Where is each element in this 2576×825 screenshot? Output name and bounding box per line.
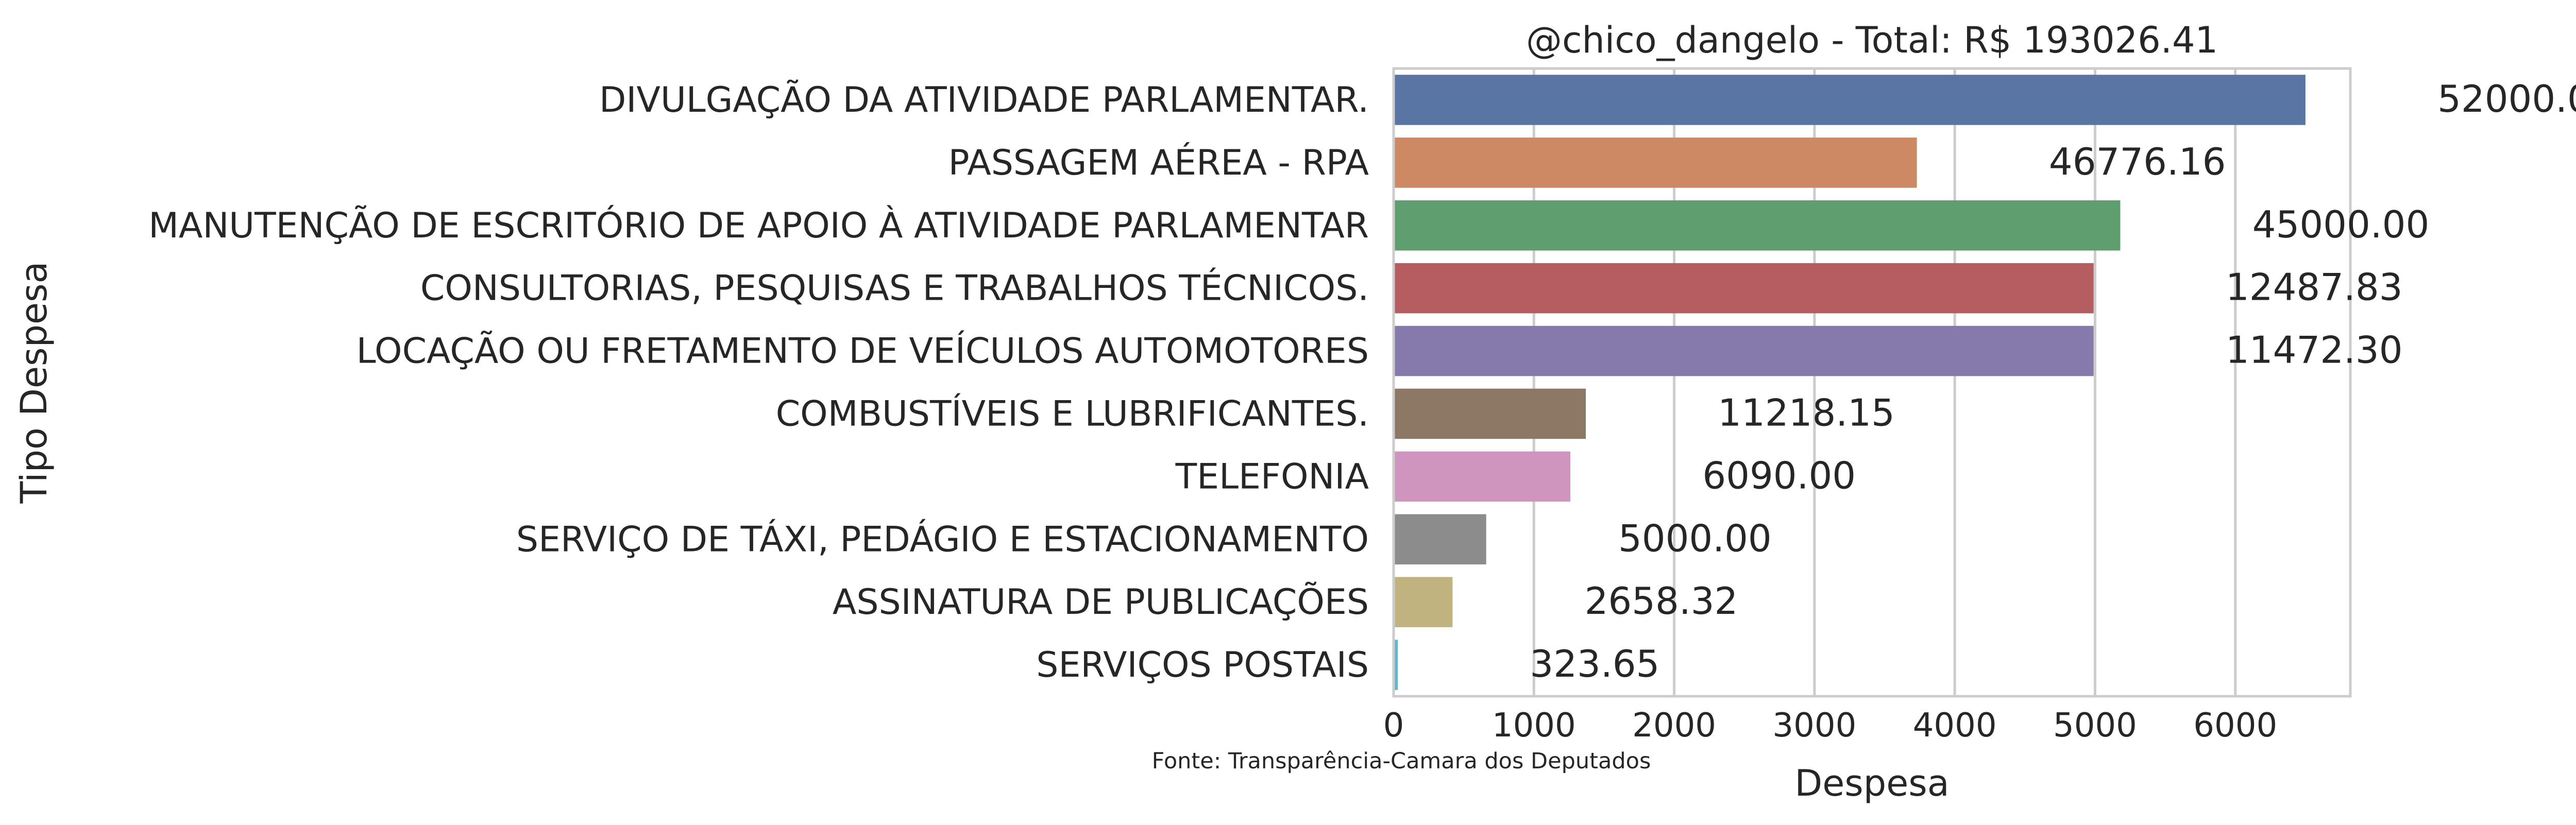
- bar: [1394, 389, 1586, 439]
- category-labels: DIVULGAÇÃO DA ATIVIDADE PARLAMENTAR. PASS…: [148, 79, 1369, 685]
- data-label: 2658.32: [1585, 579, 1738, 623]
- category-label: ASSINATURA DE PUBLICAÇÕES: [833, 582, 1369, 623]
- data-label: 46776.16: [2049, 140, 2226, 183]
- y-axis-label: Tipo Despesa: [13, 262, 55, 504]
- x-tick-label: 0: [1383, 707, 1404, 745]
- data-label: 45000.00: [2252, 203, 2430, 246]
- category-label: SERVIÇO DE TÁXI, PEDÁGIO E ESTACIONAMENT…: [516, 519, 1369, 560]
- category-label: PASSAGEM AÉREA - RPA: [948, 142, 1369, 183]
- data-label: 12487.83: [2226, 266, 2403, 309]
- category-label: CONSULTORIAS, PESQUISAS E TRABALHOS TÉCN…: [420, 268, 1369, 309]
- bar: [1394, 577, 1452, 627]
- data-label: 323.65: [1530, 642, 1659, 685]
- x-tick-label: 3000: [1772, 707, 1856, 745]
- data-label: 6090.00: [1702, 454, 1856, 497]
- data-label: 52000.00: [2437, 77, 2576, 121]
- x-tick-label: 6000: [2193, 707, 2277, 745]
- bar: [1394, 200, 2120, 251]
- x-tick-label: 1000: [1492, 707, 1576, 745]
- category-label: LOCAÇÃO OU FRETAMENTO DE VEÍCULOS AUTOMO…: [357, 331, 1369, 372]
- category-label: COMBUSTÍVEIS E LUBRIFICANTES.: [776, 393, 1369, 434]
- chart-title: @chico_dangelo - Total: R$ 193026.41: [1526, 19, 2218, 61]
- bar: [1394, 263, 2094, 314]
- x-tick-label: 4000: [1913, 707, 1997, 745]
- category-label: TELEFONIA: [1175, 456, 1369, 497]
- category-label: MANUTENÇÃO DE ESCRITÓRIO DE APOIO À ATIV…: [148, 205, 1369, 246]
- x-tick-labels: 0 1000 2000 3000 4000 5000 6000: [1383, 707, 2278, 745]
- data-label: 11218.15: [1718, 391, 1895, 434]
- data-label: 5000.00: [1618, 517, 1772, 560]
- bar: [1394, 452, 1570, 502]
- category-label: SERVIÇOS POSTAIS: [1036, 645, 1369, 685]
- x-tick-label: 2000: [1632, 707, 1716, 745]
- bar: [1394, 138, 1917, 188]
- source-footnote: Fonte: Transparência-Camara dos Deputado…: [1152, 748, 1651, 774]
- x-axis-label: Despesa: [1794, 762, 1949, 804]
- bar: [1394, 326, 2094, 376]
- data-label: 11472.30: [2226, 329, 2403, 372]
- x-tick-label: 5000: [2053, 707, 2137, 745]
- bar: [1394, 514, 1486, 564]
- category-label: DIVULGAÇÃO DA ATIVIDADE PARLAMENTAR.: [599, 79, 1369, 121]
- bar: [1394, 75, 2306, 125]
